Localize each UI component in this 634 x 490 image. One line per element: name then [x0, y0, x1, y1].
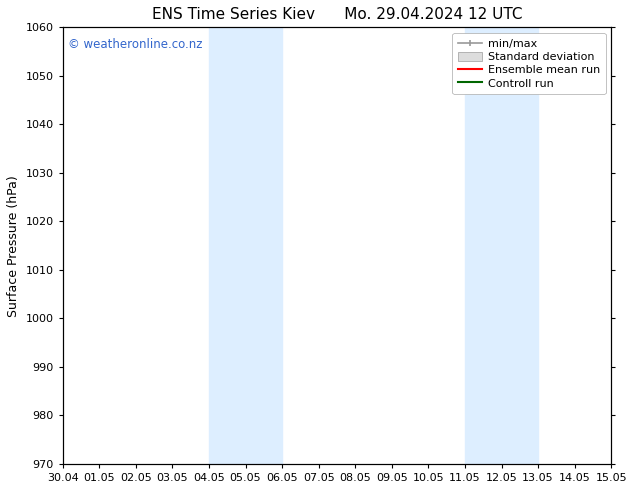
Legend: min/max, Standard deviation, Ensemble mean run, Controll run: min/max, Standard deviation, Ensemble me… — [452, 33, 605, 94]
Y-axis label: Surface Pressure (hPa): Surface Pressure (hPa) — [7, 175, 20, 317]
Text: © weatheronline.co.nz: © weatheronline.co.nz — [68, 38, 203, 51]
Bar — [465, 27, 538, 464]
Bar — [209, 27, 282, 464]
Title: ENS Time Series Kiev      Mo. 29.04.2024 12 UTC: ENS Time Series Kiev Mo. 29.04.2024 12 U… — [152, 7, 522, 22]
